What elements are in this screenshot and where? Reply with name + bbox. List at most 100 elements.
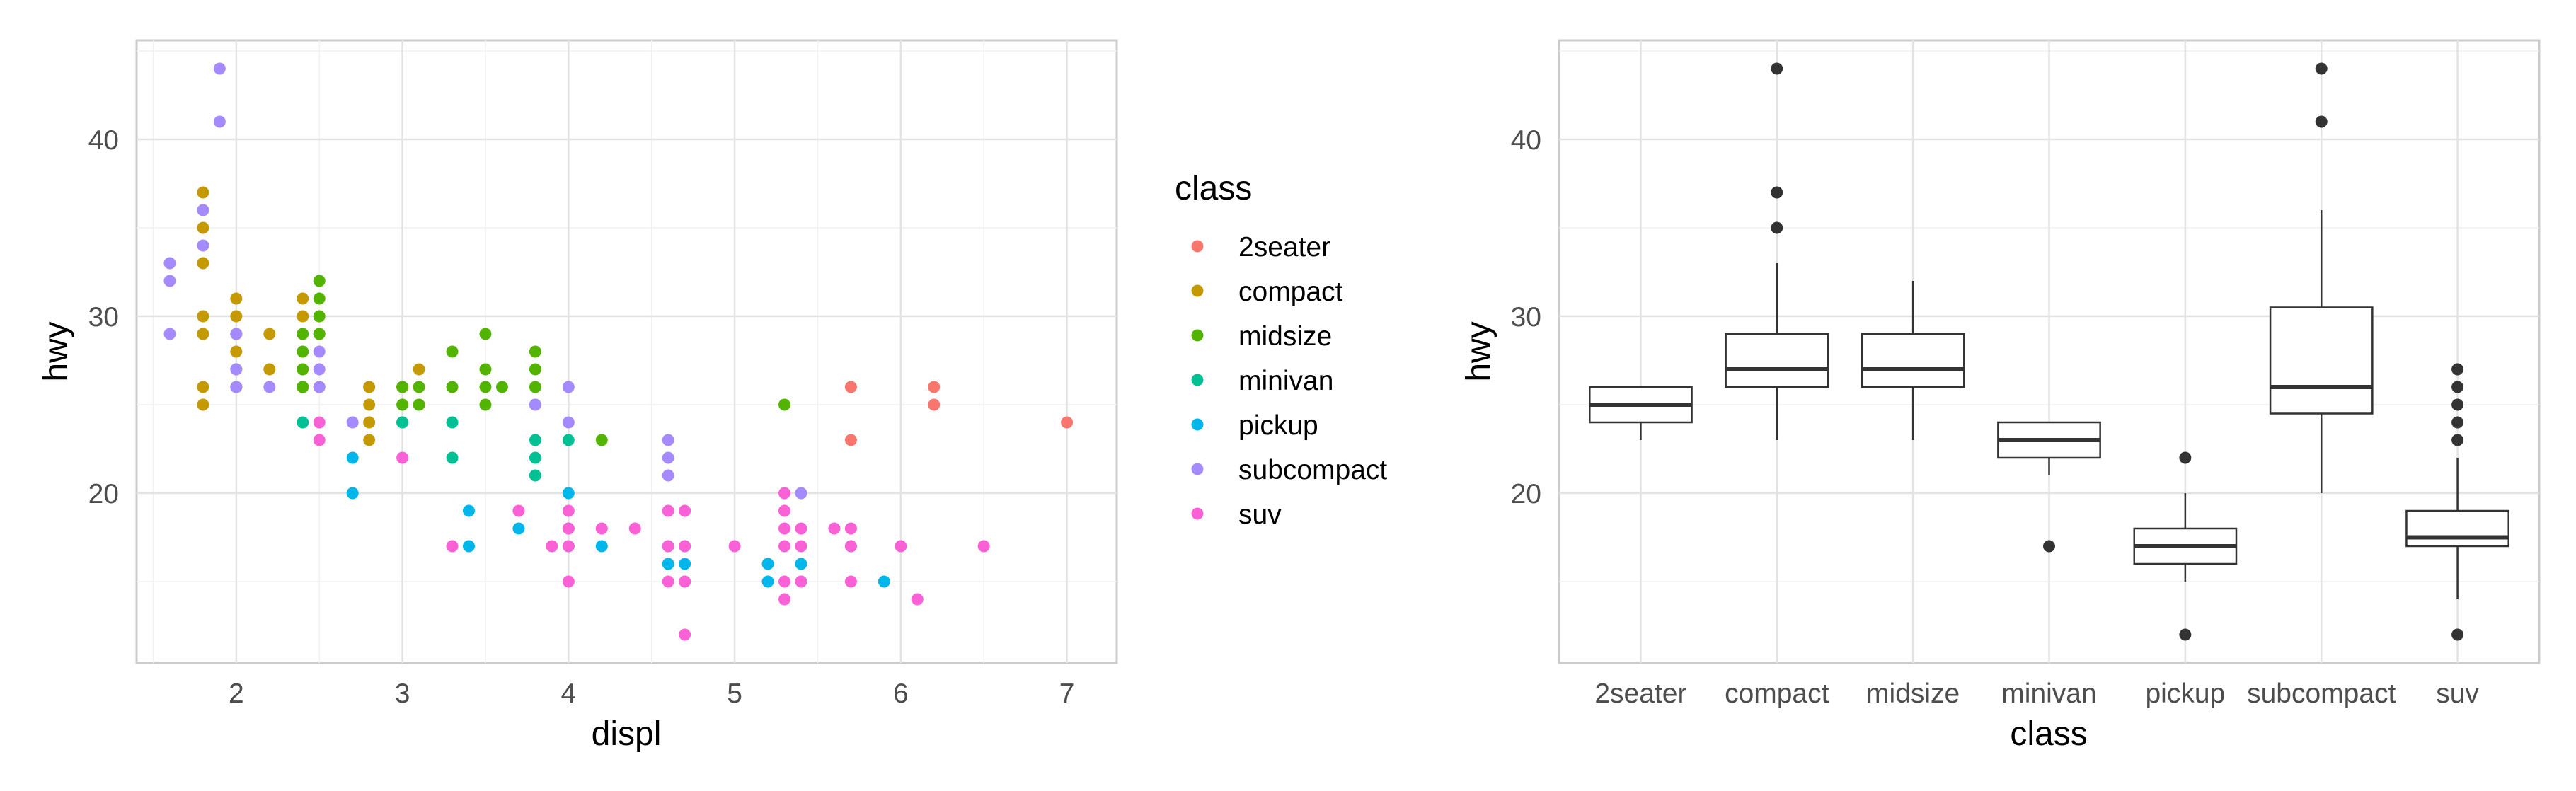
scatter-point-suv	[828, 522, 841, 535]
scatter-point-suv	[562, 540, 575, 553]
scatter-point-pickup	[462, 540, 475, 553]
legend-key-minivan	[1191, 374, 1204, 386]
legend: class 2seater compact midsize minivan pickup…	[1175, 170, 1387, 530]
scatter-point-minivan	[529, 434, 541, 446]
scatter-point-midsize	[595, 434, 608, 446]
scatter-point-compact	[263, 363, 276, 376]
legend-key-pickup	[1191, 418, 1204, 431]
scatter-point-suv	[778, 593, 791, 606]
scatter-point-minivan	[529, 469, 541, 482]
scatter-x-tick-label: 7	[1059, 679, 1075, 709]
scatter-point-pickup	[562, 487, 575, 500]
scatter-x-tick-label: 2	[229, 679, 244, 709]
scatter-point-suv	[546, 540, 558, 553]
scatter-point-pickup	[346, 451, 359, 464]
scatter-point-subcompact	[562, 416, 575, 429]
scatter-point-suv	[778, 540, 791, 553]
scatter-point-suv	[562, 504, 575, 517]
box-subcompact	[2269, 306, 2374, 415]
scatter-point-subcompact	[197, 239, 209, 252]
scatter-point-subcompact	[230, 363, 243, 376]
scatter-point-subcompact	[662, 469, 674, 482]
scatter-point-midsize	[529, 363, 541, 376]
scatter-point-subcompact	[795, 487, 807, 500]
scatter-point-suv	[778, 487, 791, 500]
scatter-point-midsize	[479, 328, 492, 340]
scatter-point-midsize	[529, 345, 541, 358]
scatter-point-2seater	[844, 381, 857, 393]
boxplot-y-axis-title: hwy	[1460, 321, 1497, 381]
scatter-grid	[137, 40, 1117, 663]
box-midsize	[1861, 333, 1965, 388]
box-outlier-compact	[1771, 62, 1783, 75]
scatter-point-pickup	[795, 558, 807, 570]
boxplot-x-ticks: 2seater compact midsize minivan pickup subcom…	[1594, 679, 2479, 709]
scatter-point-suv	[396, 451, 409, 464]
boxplot-x-tick-label: 2seater	[1594, 679, 1686, 709]
scatter-point-minivan	[396, 416, 409, 429]
scatter-point-pickup	[512, 522, 525, 535]
scatter-point-midsize	[446, 345, 459, 358]
scatter-point-suv	[911, 593, 924, 606]
scatter-point-compact	[197, 221, 209, 234]
scatter-point-pickup	[346, 487, 359, 500]
legend-key-2seater	[1191, 240, 1204, 253]
scatter-point-minivan	[297, 416, 309, 429]
scatter-points	[163, 62, 1074, 641]
boxplot-y-tick-label: 30	[1511, 302, 1541, 333]
scatter-panel: 2 3 4 5 6 7 20 30 40 displ hwy	[38, 39, 1118, 753]
scatter-point-subcompact	[662, 434, 674, 446]
scatter-point-compact	[197, 310, 209, 323]
scatter-point-compact	[363, 398, 376, 411]
scatter-point-midsize	[529, 381, 541, 393]
box-suv	[2405, 509, 2509, 548]
scatter-point-pickup	[662, 558, 674, 570]
scatter-point-suv	[662, 575, 674, 588]
scatter-point-midsize	[396, 398, 409, 411]
scatter-point-midsize	[446, 381, 459, 393]
scatter-point-midsize	[297, 363, 309, 376]
scatter-point-subcompact	[163, 257, 176, 270]
scatter-point-compact	[230, 310, 243, 323]
legend-label-subcompact: subcompact	[1238, 455, 1387, 485]
legend-label-suv: suv	[1238, 500, 1282, 530]
scatter-point-minivan	[446, 451, 459, 464]
scatter-point-suv	[512, 504, 525, 517]
legend-label-2seater: 2seater	[1238, 232, 1330, 262]
scatter-point-suv	[595, 522, 608, 535]
scatter-point-suv	[662, 540, 674, 553]
scatter-point-midsize	[297, 328, 309, 340]
box-outlier-suv	[2451, 363, 2464, 376]
scatter-point-subcompact	[529, 398, 541, 411]
scatter-point-midsize	[313, 292, 326, 305]
box-outlier-suv	[2451, 434, 2464, 446]
box-outlier-suv	[2451, 628, 2464, 641]
scatter-point-minivan	[529, 451, 541, 464]
legend-label-minivan: minivan	[1238, 366, 1333, 396]
scatter-point-midsize	[396, 381, 409, 393]
box-outlier-subcompact	[2315, 62, 2328, 75]
scatter-point-subcompact	[213, 62, 226, 75]
boxplot-x-tick-label: pickup	[2145, 679, 2225, 709]
scatter-point-suv	[679, 540, 691, 553]
scatter-point-compact	[363, 434, 376, 446]
scatter-point-compact	[230, 345, 243, 358]
scatter-point-subcompact	[230, 381, 243, 393]
box-compact	[1725, 333, 1829, 388]
scatter-point-compact	[197, 257, 209, 270]
scatter-point-suv	[795, 522, 807, 535]
scatter-point-suv	[778, 522, 791, 535]
scatter-y-tick-label: 30	[88, 302, 119, 333]
scatter-x-axis-title: displ	[592, 715, 662, 753]
scatter-point-subcompact	[263, 381, 276, 393]
scatter-point-compact	[297, 310, 309, 323]
legend-key-suv	[1191, 507, 1204, 520]
boxplot-grid	[1559, 40, 2539, 663]
legend-label-compact: compact	[1238, 277, 1343, 307]
boxplot-x-axis-title: class	[2010, 715, 2087, 753]
boxplot-x-tick-label: compact	[1725, 679, 1829, 709]
boxplot-x-tick-label: minivan	[2001, 679, 2096, 709]
scatter-point-pickup	[761, 558, 774, 570]
scatter-x-tick-label: 3	[395, 679, 410, 709]
scatter-point-suv	[844, 575, 857, 588]
